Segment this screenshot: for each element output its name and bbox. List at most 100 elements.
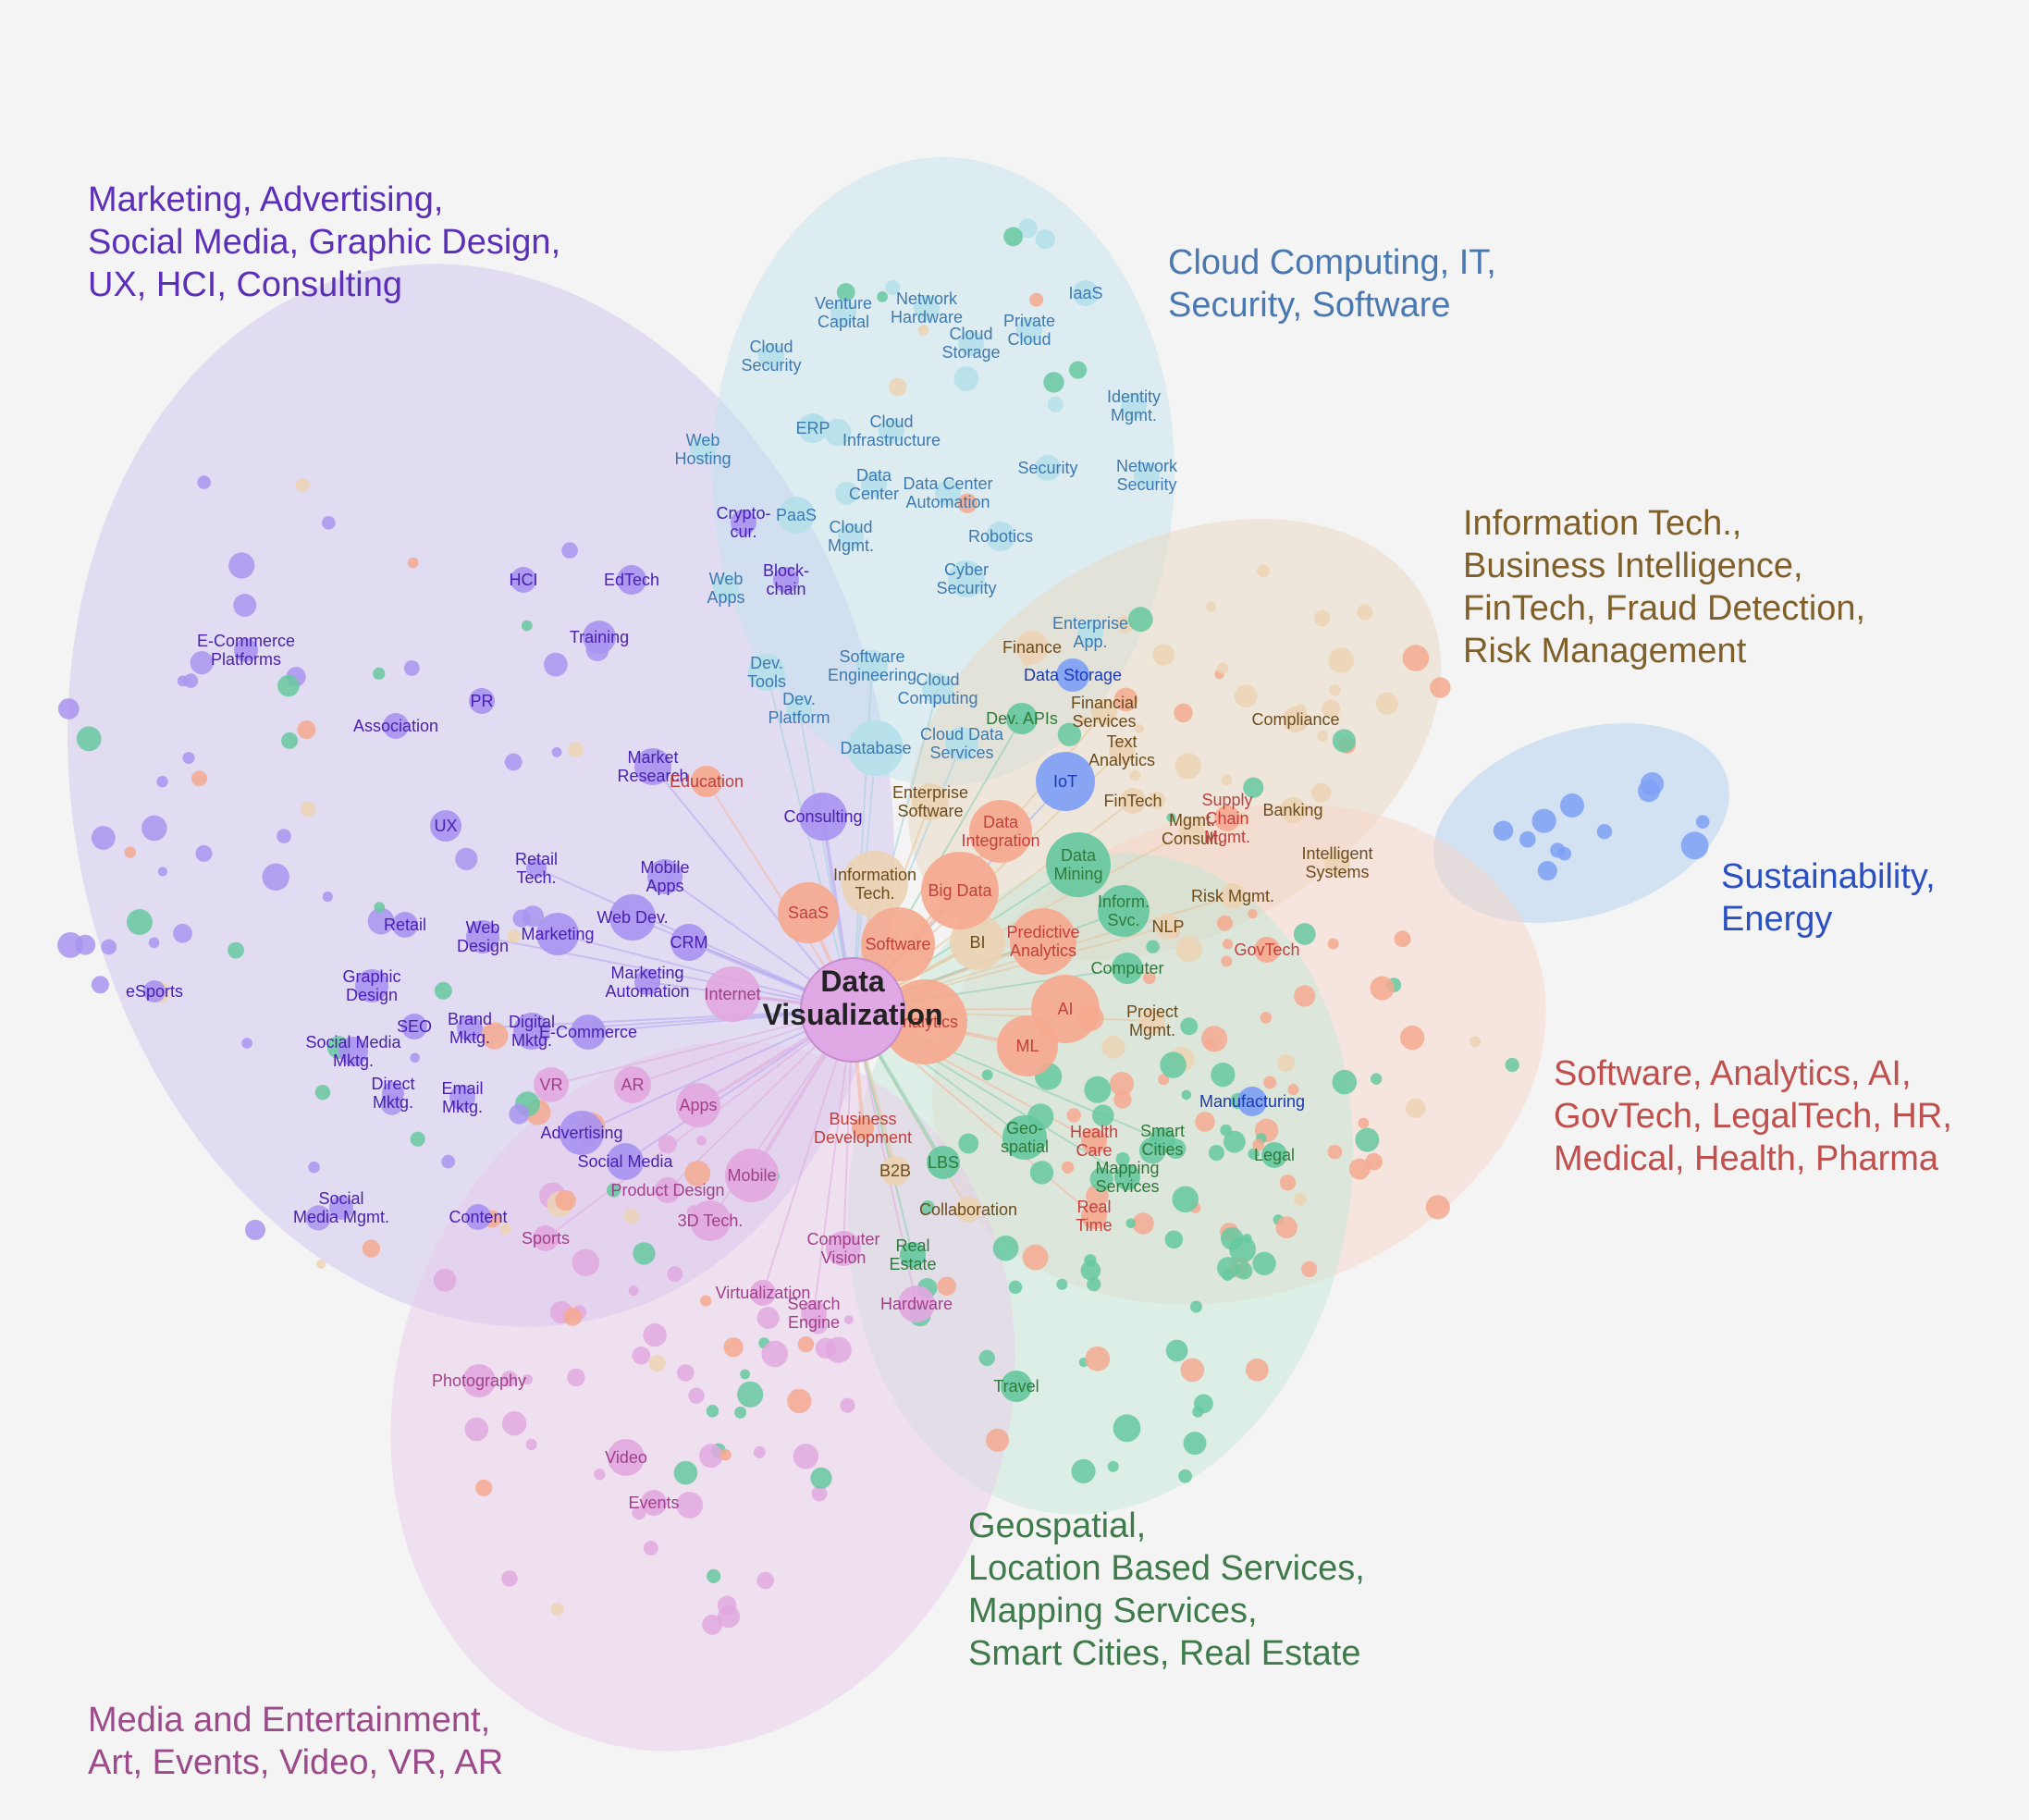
node-circle[interactable] (617, 565, 646, 595)
node-e-commerce[interactable]: E-Commerce (539, 1015, 637, 1050)
node-circle[interactable] (392, 912, 418, 938)
node-ml[interactable]: ML (997, 1015, 1058, 1076)
node-dev-platform[interactable]: Dev.Platform (768, 690, 830, 727)
node-consulting[interactable]: Consulting (783, 793, 863, 841)
node-circle[interactable] (608, 1439, 645, 1476)
node-circle[interactable] (1077, 620, 1103, 646)
node-circle[interactable] (958, 330, 984, 356)
node-circle[interactable] (842, 851, 908, 917)
node-paas[interactable]: PaaS (776, 497, 817, 534)
node-circle[interactable] (691, 766, 722, 797)
node-circle[interactable] (533, 1225, 559, 1251)
node-ux[interactable]: UX (430, 810, 461, 842)
node-circle[interactable] (510, 567, 536, 593)
node-circle[interactable] (670, 924, 707, 961)
node-circle[interactable] (799, 793, 847, 841)
node-apps[interactable]: Apps (676, 1083, 720, 1127)
node-circle[interactable] (143, 980, 166, 1002)
node-circle[interactable] (921, 852, 999, 929)
node-circle[interactable] (1120, 788, 1146, 814)
node-circle[interactable] (861, 907, 935, 981)
node-vr[interactable]: VR (534, 1067, 569, 1102)
node-internet[interactable]: Internet (704, 966, 761, 1022)
node-circle[interactable] (462, 1364, 496, 1397)
node-circle[interactable] (634, 969, 660, 995)
node-crypto-cur[interactable]: Crypto-cur. (716, 504, 770, 541)
node-circle[interactable] (449, 1085, 475, 1111)
node-dev-apis[interactable]: Dev. APIs (986, 703, 1058, 734)
center-node-circle[interactable] (800, 957, 905, 1063)
node-circle[interactable] (430, 810, 461, 842)
node-marketing[interactable]: Marketing (521, 913, 595, 955)
node-block-chain[interactable]: Block-chain (763, 561, 809, 598)
node-circle[interactable] (948, 560, 985, 597)
node-circle[interactable] (560, 1111, 604, 1155)
node-manufacturing[interactable]: Manufacturing (1199, 1087, 1305, 1116)
node-circle[interactable] (536, 913, 579, 955)
node-circle[interactable] (465, 1204, 491, 1230)
node-ar[interactable]: AR (614, 1066, 651, 1103)
node-compliance[interactable]: Compliance (1251, 707, 1340, 732)
node-circle[interactable] (1220, 883, 1246, 909)
node-circle[interactable] (1280, 797, 1306, 823)
node-circle[interactable] (955, 1197, 981, 1223)
node-b2b[interactable]: B2B (879, 1156, 911, 1186)
node-circle[interactable] (1081, 1128, 1107, 1154)
node-saas[interactable]: SaaS (778, 882, 839, 943)
node-circle[interactable] (848, 720, 904, 776)
node-circle[interactable] (986, 522, 1015, 551)
node-circle[interactable] (641, 1490, 667, 1516)
node-circle[interactable] (826, 1231, 861, 1266)
node-circle[interactable] (1016, 317, 1042, 343)
node-circle[interactable] (401, 1014, 427, 1039)
node-circle[interactable] (526, 858, 547, 879)
node-circle[interactable] (1073, 280, 1099, 306)
node-geo-spatial[interactable]: Geo-spatial (1001, 1115, 1049, 1160)
node-circle[interactable] (969, 800, 1032, 863)
node-inform-svc[interactable]: Inform.Svc. (1098, 885, 1150, 937)
node-circle[interactable] (945, 727, 978, 760)
node-circle[interactable] (880, 1156, 910, 1186)
node-travel[interactable]: Travel (993, 1371, 1039, 1402)
node-mgmt-consult[interactable]: Mgmt.Consult. (1162, 811, 1223, 848)
node-circle[interactable] (713, 575, 739, 601)
node-circle[interactable] (997, 1015, 1058, 1076)
node-circle[interactable] (466, 920, 499, 953)
node-circle[interactable] (513, 1013, 550, 1050)
node-iaas[interactable]: IaaS (1068, 280, 1103, 306)
node-circle[interactable] (1139, 1008, 1165, 1034)
node-circle[interactable] (935, 480, 961, 506)
node-finance[interactable]: Finance (1002, 631, 1062, 664)
node-circle[interactable] (1046, 832, 1111, 897)
node-robotics[interactable]: Robotics (968, 522, 1033, 551)
node-circle[interactable] (1081, 1203, 1107, 1229)
node-video[interactable]: Video (605, 1439, 647, 1476)
node-circle[interactable] (1091, 699, 1117, 725)
node-circle[interactable] (1324, 850, 1350, 876)
node-circle[interactable] (898, 1285, 935, 1322)
node-circle[interactable] (1002, 1115, 1047, 1160)
node-circle[interactable] (1015, 631, 1049, 664)
